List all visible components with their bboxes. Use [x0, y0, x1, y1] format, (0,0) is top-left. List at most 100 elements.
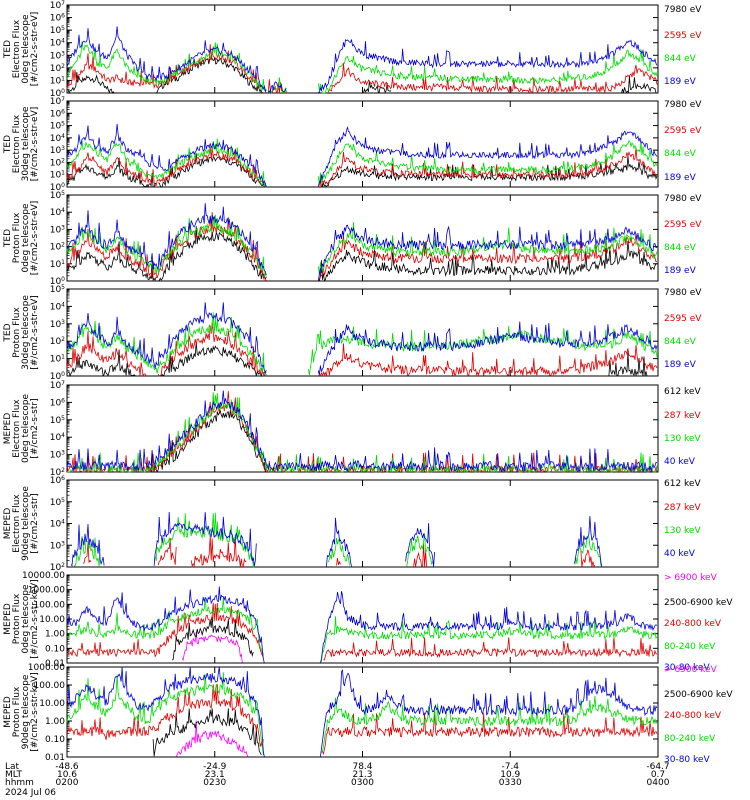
legend-2500-6900-kev: 2500-6900 keV: [664, 598, 733, 608]
y-tick-label: 105: [50, 497, 65, 508]
legend-80-240-kev: 80-240 keV: [664, 734, 716, 744]
x-tick-mlt: 0.7: [651, 770, 665, 780]
legend-287-kev: 287 keV: [664, 503, 701, 513]
y-tick-label: 101: [50, 170, 65, 181]
legend-30-80-kev: 30-80 keV: [664, 755, 710, 765]
panel-frame: [66, 574, 659, 664]
legend-2595-ev: 2595 eV: [664, 220, 702, 230]
series-240-800-kev: [66, 684, 658, 756]
legend-189-ev: 189 eV: [664, 77, 697, 87]
series-844-ev: [66, 214, 658, 278]
legend-189-ev: 189 eV: [664, 360, 697, 370]
y-tick-label: 107: [50, 380, 65, 391]
series-7980-ev: [67, 341, 648, 378]
y-tick-label: 103: [50, 540, 65, 551]
x-tick-hhmm: 0230: [203, 778, 226, 788]
series-189-ev: [66, 26, 658, 95]
panel-6: 102 103 104 105 106 MEPEDElectron Flux90deg t…: [3, 475, 701, 573]
y-axis-label: MEPEDElectron Flux0deg telescope[#/cm2-s…: [3, 394, 40, 464]
series-80-240-kev: [66, 672, 658, 756]
legend-40-kev: 40 keV: [664, 457, 696, 467]
panel-8: 0.01 0.10 1.00 10.00 100.00 1000.00MEPEDProto…: [3, 663, 733, 765]
x-tick-mlt: 23.1: [205, 770, 225, 780]
y-tick-label: 0.10: [45, 735, 65, 745]
legend-130-kev: 130 keV: [664, 526, 701, 536]
y-tick-label: 106: [50, 13, 65, 24]
legend-130-kev: 130 keV: [664, 434, 701, 444]
y-tick-label: 103: [50, 145, 65, 156]
y-tick-label: 101: [50, 259, 65, 270]
y-tick-label: 10.00: [39, 699, 65, 709]
y-tick-label: 104: [50, 38, 65, 49]
legend-2595-ev: 2595 eV: [664, 314, 702, 324]
y-tick-label: 100: [50, 88, 65, 99]
y-tick-label: 10000.00: [22, 571, 65, 581]
y-tick-label: 10.00: [39, 615, 65, 625]
panel-3: 100 101 102 103 104 105 TEDProton Flux0deg tel…: [3, 190, 702, 287]
x-tick-mlt: 21.3: [352, 770, 372, 780]
y-tick-label: 107: [50, 96, 65, 107]
y-tick-label: 105: [50, 190, 65, 201]
x-tick-mlt: 10.9: [500, 770, 520, 780]
y-axis-label: MEPEDProton Flux90deg telescope[#/cm2-s-…: [3, 672, 40, 751]
x-tick-lat: -48.6: [55, 762, 79, 772]
y-tick-label: 1.00: [45, 630, 65, 640]
legend-7980-ev: 7980 eV: [664, 100, 702, 110]
y-tick-label: 103: [50, 450, 65, 461]
y-tick-label: 104: [50, 207, 65, 218]
legend-240-800-kev: 240-800 keV: [664, 711, 722, 721]
y-axis-label: MEPEDProton Flux0deg telescope[#/cm2-s-s…: [3, 579, 40, 658]
y-tick-label: 102: [50, 63, 65, 74]
y-tick-label: 105: [50, 284, 65, 295]
y-tick-label: 103: [50, 319, 65, 330]
y-tick-label: 101: [50, 75, 65, 86]
x-tick-hhmm: 0330: [499, 778, 522, 788]
y-tick-label: 104: [50, 432, 65, 443]
lat-row-label: Lat: [5, 762, 20, 772]
legend-240-800-kev: 240-800 keV: [664, 619, 722, 629]
y-axis-label: TEDElectron Flux30deg telescope[#/cm2-s-…: [3, 106, 40, 181]
y-axis-label: MEPEDElectron Flux90deg telescope[#/cm2-…: [3, 486, 40, 561]
legend-844-ev: 844 eV: [664, 243, 697, 253]
y-tick-label: 1.00: [45, 717, 65, 727]
y-tick-label: 102: [50, 467, 65, 478]
y-tick-label: 100: [50, 371, 65, 382]
panel-7: 0.01 0.10 1.00 10.00 100.00 1000.00 10000.00ME…: [3, 571, 733, 673]
series-2595-ev: [66, 146, 658, 188]
x-tick-lat: -7.4: [501, 762, 519, 772]
y-tick-label: 0.01: [45, 659, 65, 669]
legend-844-ev: 844 eV: [664, 54, 697, 64]
y-tick-label: 0.10: [45, 644, 65, 654]
legend-2500-6900-kev: 2500-6900 keV: [664, 690, 733, 700]
legend-612-kev: 612 keV: [664, 479, 701, 489]
legend-189-ev: 189 eV: [664, 173, 697, 183]
y-tick-label: 105: [50, 25, 65, 36]
series-287-kev: [82, 535, 596, 568]
panel-4: 100 101 102 103 104 105 TEDProton Flux30deg te…: [3, 284, 702, 382]
y-tick-label: 102: [50, 562, 65, 573]
series-189-ev: [66, 203, 658, 281]
x-tick-hhmm: 0200: [56, 778, 79, 788]
y-tick-label: 102: [50, 336, 65, 347]
legend-40-kev: 40 keV: [664, 549, 696, 559]
x-tick-lat: -24.9: [203, 762, 227, 772]
x-tick-lat: 78.4: [352, 762, 372, 772]
mlt-row-label: MLT: [5, 770, 23, 780]
series-2595-ev: [66, 212, 657, 282]
y-tick-label: 104: [50, 301, 65, 312]
y-tick-label: 106: [50, 108, 65, 119]
y-axis-label: TEDProton Flux0deg telescope[#/cm2-s-str…: [3, 201, 40, 276]
legend-2595-ev: 2595 eV: [664, 31, 702, 41]
legend-844-ev: 844 eV: [664, 149, 697, 159]
series-2500-6900-kev: [152, 708, 262, 757]
y-tick-label: 105: [50, 121, 65, 132]
series-189-ev: [66, 123, 658, 188]
y-tick-label: 101: [50, 354, 65, 365]
series-7980-ev: [67, 57, 657, 95]
legend-287-kev: 287 keV: [664, 411, 701, 421]
series-80-240-kev: [66, 597, 658, 662]
series-287-kev: [66, 391, 658, 474]
